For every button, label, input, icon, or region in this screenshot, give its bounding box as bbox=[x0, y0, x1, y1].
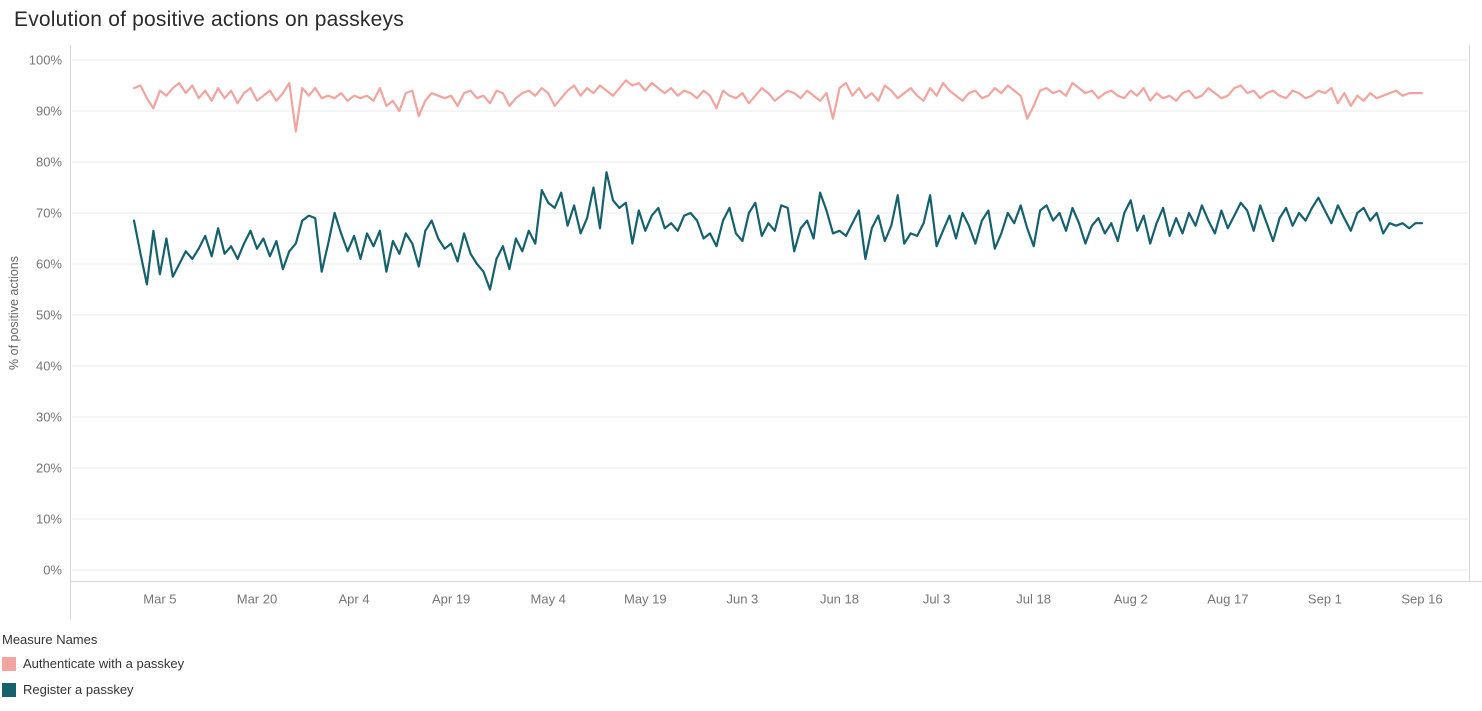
y-axis-title: % of positive actions bbox=[7, 256, 21, 370]
x-tick-label: May 4 bbox=[531, 592, 566, 607]
legend-label-register: Register a passkey bbox=[23, 682, 134, 697]
y-tick-label: 80% bbox=[36, 155, 62, 170]
x-tick-label: Aug 17 bbox=[1207, 592, 1248, 607]
y-tick-label: 40% bbox=[36, 359, 62, 374]
x-tick-label: Jun 18 bbox=[820, 592, 859, 607]
y-tick-label: 10% bbox=[36, 512, 62, 527]
y-tick-label: 60% bbox=[36, 257, 62, 272]
chart-title: Evolution of positive actions on passkey… bbox=[14, 8, 404, 31]
y-tick-label: 50% bbox=[36, 308, 62, 323]
x-tick-label: Apr 4 bbox=[339, 592, 370, 607]
x-tick-label: Mar 5 bbox=[143, 592, 176, 607]
y-tick-label: 100% bbox=[29, 53, 63, 68]
y-tick-label: 90% bbox=[36, 104, 62, 119]
series-line-1[interactable] bbox=[132, 171, 1424, 291]
x-tick-label: Sep 1 bbox=[1308, 592, 1342, 607]
legend-item-authenticate[interactable]: Authenticate with a passkey bbox=[2, 656, 184, 671]
x-tick-label: Jul 18 bbox=[1016, 592, 1051, 607]
series-line-0[interactable] bbox=[132, 79, 1424, 133]
x-tick-label: Apr 19 bbox=[432, 592, 470, 607]
y-tick-label: 30% bbox=[36, 410, 62, 425]
y-tick-label: 70% bbox=[36, 206, 62, 221]
legend-swatch-register-icon[interactable] bbox=[2, 682, 16, 697]
legend-title: Measure Names bbox=[2, 632, 98, 647]
legend-label-authenticate: Authenticate with a passkey bbox=[23, 656, 185, 671]
x-tick-label: May 19 bbox=[624, 592, 667, 607]
x-tick-label: Sep 16 bbox=[1401, 592, 1442, 607]
legend-swatch-authenticate-icon[interactable] bbox=[2, 656, 16, 671]
x-tick-label: Jul 3 bbox=[923, 592, 950, 607]
line-chart-plot-area[interactable]: 0% 10% 20% 30% 40% 50% 60% 70% 80% 90% 100% Mar 5 Ma… bbox=[0, 45, 1482, 630]
legend-item-register[interactable]: Register a passkey bbox=[2, 682, 184, 697]
x-tick-label: Jun 3 bbox=[726, 592, 758, 607]
y-tick-label: 0% bbox=[43, 563, 62, 578]
x-tick-label: Mar 20 bbox=[237, 592, 277, 607]
x-tick-label: Aug 2 bbox=[1114, 592, 1148, 607]
legend: Measure Names Authenticate with a passke… bbox=[2, 632, 184, 708]
y-tick-label: 20% bbox=[36, 461, 62, 476]
